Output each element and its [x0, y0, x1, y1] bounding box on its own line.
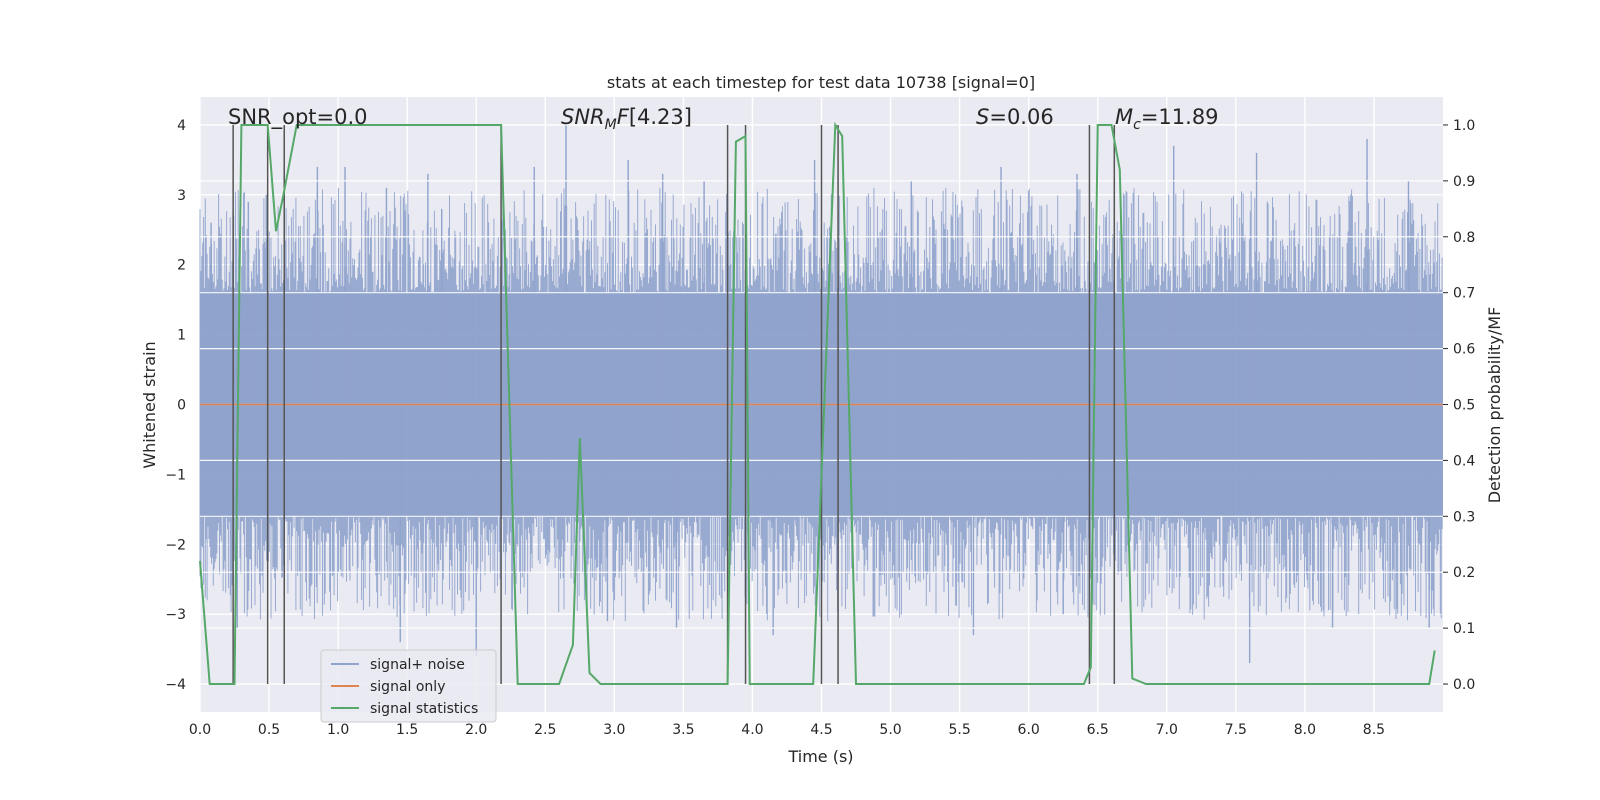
legend-label-noise: signal+ noise — [370, 657, 465, 673]
x-tick-label: 8.0 — [1294, 722, 1316, 738]
y2-tick-label: 0.3 — [1453, 509, 1475, 525]
x-tick-label: 3.5 — [672, 722, 694, 738]
y-tick-label: 3 — [177, 188, 186, 204]
y-tick-label: 0 — [177, 398, 186, 414]
legend-label-stats: signal statistics — [370, 701, 478, 717]
annotation-snr-mf-value: [4.23] — [629, 105, 692, 129]
x-tick-label: 0.0 — [189, 722, 211, 738]
legend: signal+ noise signal only signal statist… — [320, 649, 497, 723]
annotation-s-stat: S=0.06 — [976, 105, 1054, 129]
y2-axis-label: Detection probability/MF — [1485, 307, 1504, 504]
annotation-snr-opt: SNR_opt=0.0 — [228, 105, 368, 130]
y-tick-label: −4 — [165, 677, 186, 693]
chart-title: stats at each timestep for test data 107… — [607, 73, 1035, 92]
x-tick-label: 2.5 — [534, 722, 556, 738]
y2-tick-label: 0.7 — [1453, 286, 1475, 302]
noise-trace — [199, 187, 1443, 622]
x-tick-label: 6.5 — [1087, 722, 1109, 738]
y-tick-label: 2 — [177, 258, 186, 274]
y2-tick-label: 0.0 — [1453, 677, 1475, 693]
annotation-mc: Mc=11.89 — [1115, 105, 1219, 133]
y2-tick-labels: 0.0 0.1 0.2 0.3 0.4 0.5 0.6 0.7 0.8 0.9 1.0 — [1443, 118, 1475, 693]
legend-label-signal: signal only — [370, 679, 445, 695]
annotation-mc-value: =11.89 — [1141, 105, 1219, 129]
legend-box — [320, 649, 497, 723]
y-tick-label: −3 — [165, 607, 186, 623]
y2-tick-label: 0.4 — [1453, 453, 1475, 469]
y-tick-labels: −4 −3 −2 −1 0 1 2 3 4 — [165, 118, 186, 693]
x-tick-label: 0.5 — [258, 722, 280, 738]
y2-tick-label: 0.8 — [1453, 230, 1475, 246]
y-tick-label: 1 — [177, 328, 186, 344]
x-tick-label: 7.5 — [1225, 722, 1247, 738]
x-tick-labels: 0.0 0.5 1.0 1.5 2.0 2.5 3.0 3.5 4.0 4.5 5.0 5.5 6.0 6… — [189, 722, 1385, 738]
x-tick-label: 3.0 — [603, 722, 625, 738]
x-tick-label: 4.0 — [741, 722, 763, 738]
signal-statistics-series — [199, 121, 1436, 685]
x-tick-label: 2.0 — [465, 722, 487, 738]
y2-tick-label: 0.2 — [1453, 565, 1475, 581]
y-tick-label: −2 — [165, 537, 186, 553]
x-tick-label: 6.0 — [1018, 722, 1040, 738]
y2-tick-label: 1.0 — [1453, 118, 1475, 134]
annotation-snr-mf: SNRMF[4.23] — [561, 105, 692, 133]
y2-tick-label: 0.6 — [1453, 342, 1475, 358]
vertical-markers — [232, 124, 1116, 685]
annotation-s-stat-value: =0.06 — [989, 105, 1053, 129]
x-tick-label: 8.5 — [1363, 722, 1385, 738]
signal-statistics-line — [199, 121, 1436, 685]
x-tick-label: 1.5 — [396, 722, 418, 738]
y2-tick-label: 0.5 — [1453, 398, 1475, 414]
x-tick-label: 5.5 — [948, 722, 970, 738]
y-tick-label: −1 — [165, 467, 186, 483]
x-tick-label: 1.0 — [327, 722, 349, 738]
x-axis-label: Time (s) — [787, 747, 853, 766]
x-tick-label: 4.5 — [810, 722, 832, 738]
x-tick-label: 5.0 — [879, 722, 901, 738]
y2-tick-label: 0.9 — [1453, 174, 1475, 190]
y-axis-label: Whitened strain — [140, 341, 159, 468]
y-tick-label: 4 — [177, 118, 186, 134]
y2-tick-label: 0.1 — [1453, 621, 1475, 637]
x-tick-label: 7.0 — [1156, 722, 1178, 738]
